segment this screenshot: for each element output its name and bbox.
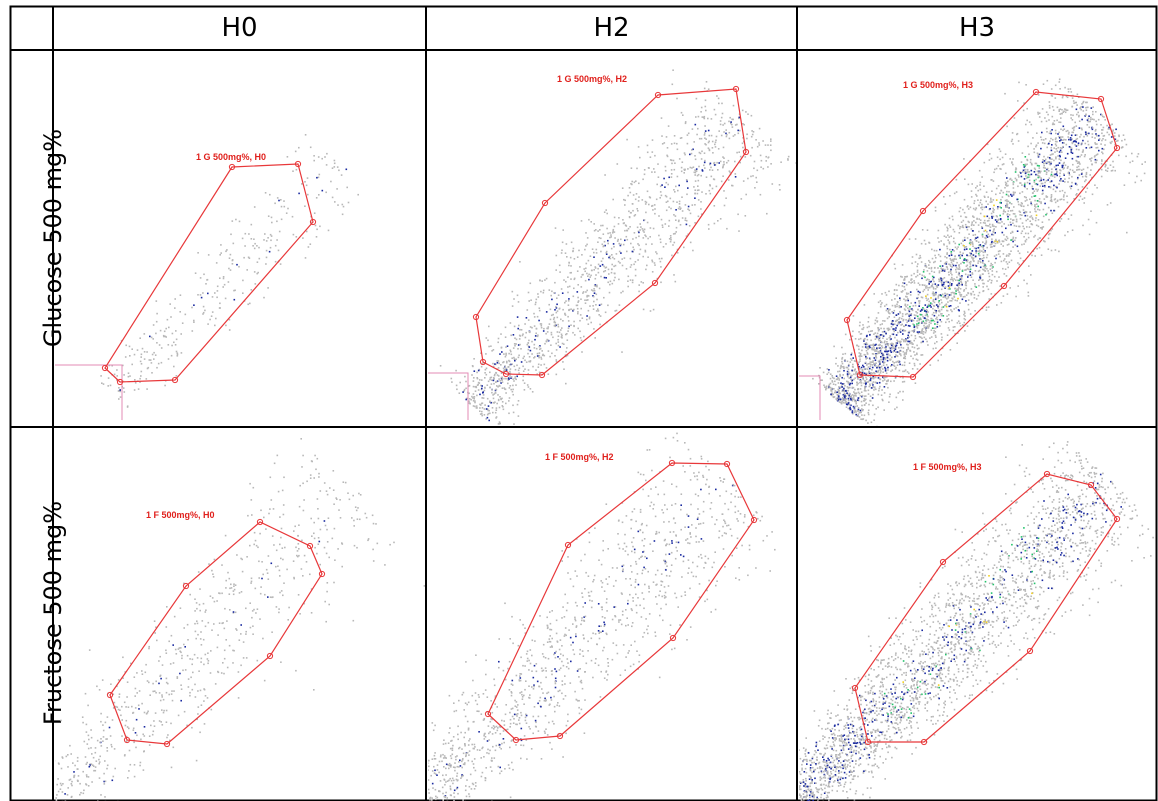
gate-polygon [475, 88, 747, 376]
gate-vertex [856, 371, 864, 379]
gate-polygon [104, 163, 314, 383]
gate-vertex [1000, 282, 1008, 290]
quadrant-marker [799, 375, 821, 420]
gate-vertex [864, 738, 872, 746]
gate-vertex [1097, 95, 1105, 103]
gate-vertex [171, 376, 179, 384]
gate-vertex [101, 364, 109, 372]
scatter-plot [55, 134, 359, 420]
gate-vertex [920, 738, 928, 746]
gate-vertex [472, 313, 480, 321]
gate-vertex [163, 740, 171, 748]
gate-vertex [742, 148, 750, 156]
gate-vertex [750, 516, 758, 524]
gate-vertex [479, 358, 487, 366]
scatter-plot [799, 78, 1146, 426]
gate-vertex [306, 542, 314, 550]
gate-vertex [843, 316, 851, 324]
gate-vertex [556, 732, 564, 740]
gate-vertex [266, 652, 274, 660]
scatter-plot [428, 69, 796, 425]
column-header-h0: H0 [221, 13, 258, 43]
gate-vertex [512, 736, 520, 744]
gate-vertex [732, 85, 740, 93]
gate-vertex [723, 460, 731, 468]
gate-vertex [851, 684, 859, 692]
scatter-plot [799, 441, 1154, 801]
gate-vertex [182, 582, 190, 590]
gate-vertex [1032, 88, 1040, 96]
gate-vertex [919, 207, 927, 215]
quadrant-marker [55, 364, 123, 420]
scatter-points [100, 134, 359, 408]
scatter-panel-fructose-h2 [428, 429, 796, 801]
gate-vertex [564, 541, 572, 549]
gate-vertex [654, 91, 662, 99]
scatter-points [799, 441, 1154, 801]
gate-label-glucose-h0: 1 G 500mg%, H0 [196, 152, 267, 162]
gate-vertex [668, 459, 676, 467]
gate-polygon [846, 91, 1118, 378]
gate-vertex [669, 634, 677, 642]
scatter-points [55, 438, 425, 801]
gate-vertex [909, 373, 917, 381]
gate-vertex [1043, 470, 1051, 478]
gate-vertex [123, 736, 131, 744]
scatter-plot [55, 438, 425, 801]
gate-polygon [487, 462, 755, 741]
scatter-points [439, 69, 796, 425]
gate-vertex [256, 518, 264, 526]
gate-vertex [939, 558, 947, 566]
scatter-panel-fructose-h3 [799, 429, 1156, 801]
gate-label-fructose-h2: 1 F 500mg%, H2 [545, 452, 614, 462]
gate-polygon [854, 473, 1118, 743]
gate-polygon [109, 521, 323, 745]
scatter-points [428, 432, 776, 801]
gate-label-fructose-h0: 1 F 500mg%, H0 [146, 510, 215, 520]
scatter-plot [428, 432, 776, 801]
gate-vertex [294, 160, 302, 168]
scatter-panel-glucose-h3 [799, 52, 1156, 426]
scatter-panel-fructose-h0 [55, 429, 425, 801]
gate-vertex [541, 199, 549, 207]
column-header-h3: H3 [958, 13, 996, 43]
gate-vertex [106, 691, 114, 699]
gate-vertex [1113, 144, 1121, 152]
gate-label-glucose-h2: 1 G 500mg%, H2 [557, 74, 628, 84]
gate-vertex [318, 570, 326, 578]
scatter-panel-glucose-h2 [428, 52, 796, 426]
gate-vertex [484, 710, 492, 718]
scatter-panel-glucose-h0 [55, 52, 425, 426]
gate-vertex [538, 371, 546, 379]
gate-label-fructose-h3: 1 F 500mg%, H3 [913, 462, 982, 472]
column-header-h2: H2 [593, 13, 630, 43]
gate-vertex [1026, 647, 1034, 655]
quadrant-marker [428, 372, 469, 420]
gate-vertex [1113, 515, 1121, 523]
gate-vertex [1087, 481, 1095, 489]
gate-label-glucose-h3: 1 G 500mg%, H3 [903, 80, 974, 90]
gate-vertex [651, 279, 659, 287]
gate-vertex [116, 378, 124, 386]
gate-vertex [502, 370, 510, 378]
gate-vertex [228, 163, 236, 171]
gate-vertex [309, 218, 317, 226]
